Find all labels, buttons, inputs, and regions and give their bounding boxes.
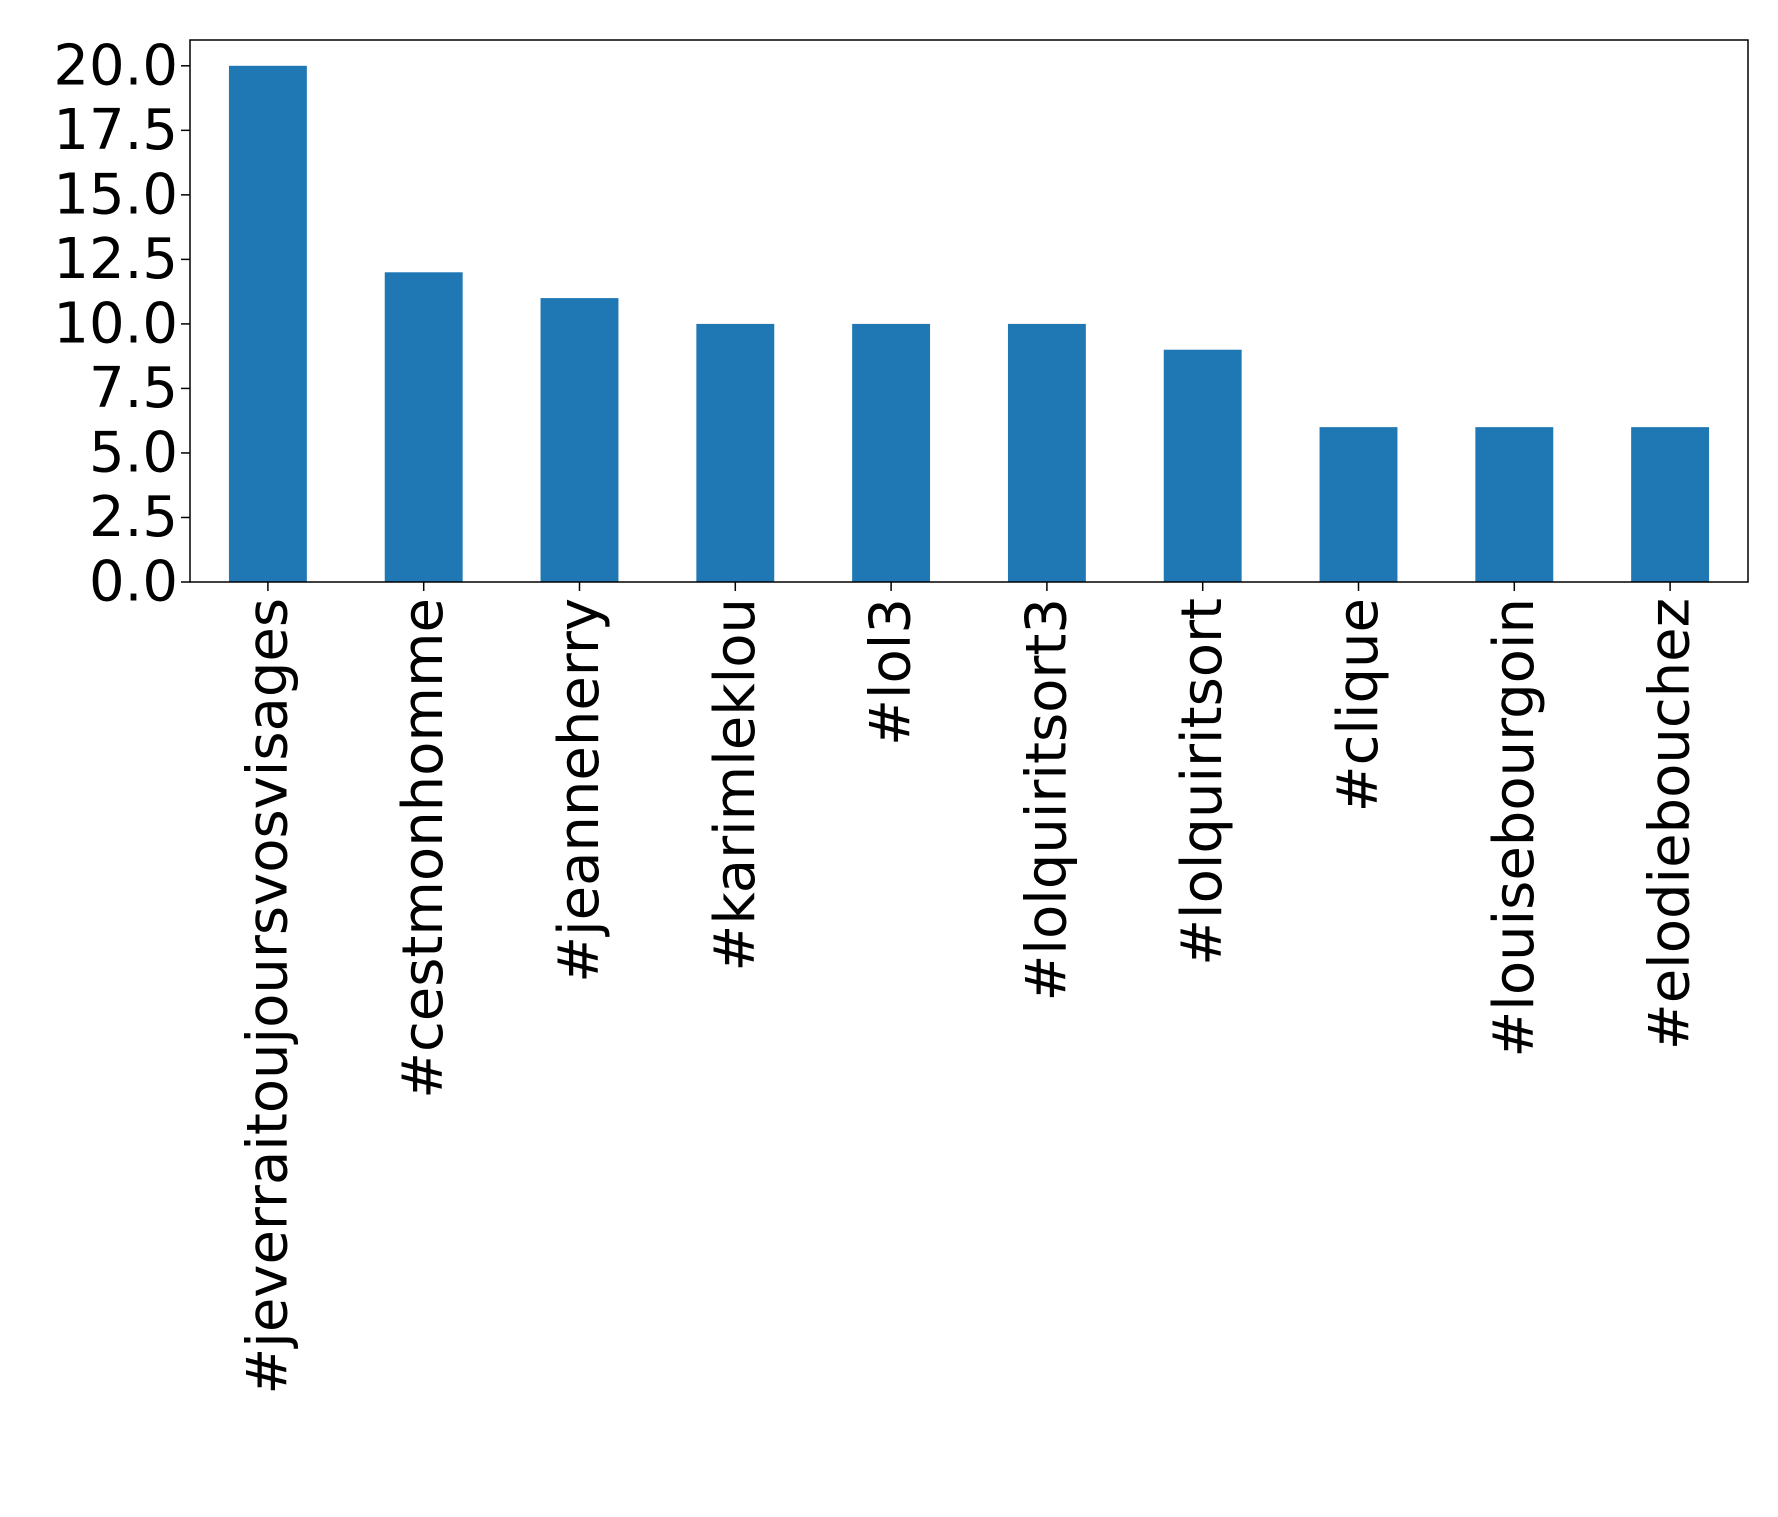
bar-2: [540, 298, 619, 582]
x-tick-label-7: #clique: [1326, 598, 1391, 812]
bar-0: [228, 65, 307, 583]
y-tick-label-0: 0.0: [89, 550, 178, 615]
bar-7: [1319, 427, 1398, 582]
x-tick-label-1: #cestmonhomme: [391, 598, 456, 1099]
plot-frame: [189, 39, 1749, 583]
x-tick-label-2: #jeanneherry: [547, 598, 612, 983]
bar-5: [1007, 323, 1086, 582]
bar-3: [696, 323, 775, 582]
bar-4: [852, 323, 931, 582]
y-axis: 0.02.55.07.510.012.515.017.520.0: [53, 33, 190, 615]
x-tick-label-8: #louisebourgoin: [1482, 598, 1547, 1058]
y-tick-label-8: 20.0: [53, 33, 178, 98]
bars-group: [228, 65, 1710, 583]
y-tick-label-6: 15.0: [53, 162, 178, 227]
y-tick-label-1: 2.5: [89, 485, 178, 550]
x-tick-label-0: #jeverraitoujoursvosvisages: [235, 598, 300, 1395]
bar-8: [1475, 427, 1554, 582]
bar-9: [1631, 427, 1710, 582]
x-tick-label-3: #karimleklou: [703, 598, 768, 972]
x-tick-label-9: #elodiebouchez: [1638, 598, 1703, 1050]
y-tick-label-7: 17.5: [53, 98, 178, 163]
x-tick-label-5: #lolquiritsort3: [1014, 598, 1079, 1001]
y-tick-label-4: 10.0: [53, 291, 178, 356]
y-tick-label-5: 12.5: [53, 227, 178, 292]
x-tick-label-4: #lol3: [859, 598, 924, 746]
y-tick-label-2: 5.0: [89, 420, 178, 485]
y-tick-label-3: 7.5: [89, 356, 178, 421]
x-axis: #jeverraitoujoursvosvisages #cestmonhomme…: [235, 582, 1703, 1395]
bar-6: [1163, 349, 1242, 582]
x-tick-label-6: #lolquiritsort: [1170, 598, 1235, 966]
bar-1: [384, 272, 463, 582]
